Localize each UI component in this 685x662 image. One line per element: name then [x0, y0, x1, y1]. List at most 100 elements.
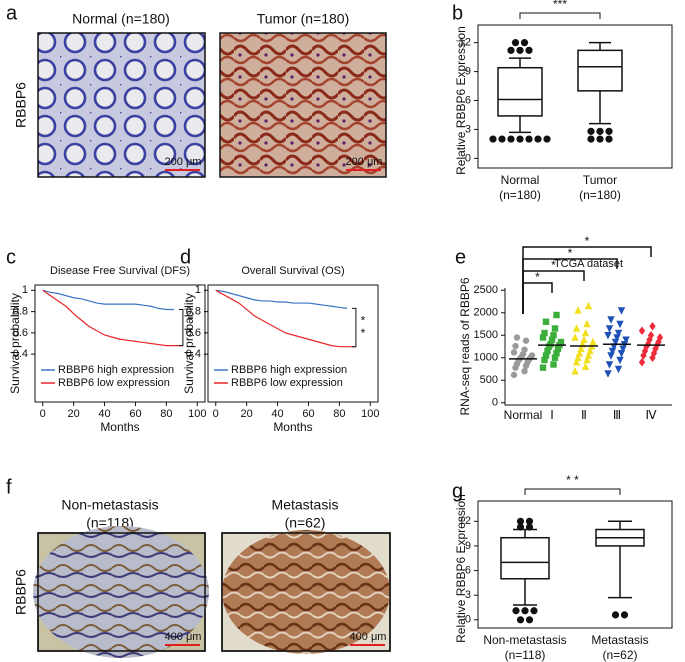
point	[512, 342, 519, 350]
outlier	[587, 127, 595, 135]
outlier	[543, 135, 551, 143]
y-axis-label: Survival probability	[182, 293, 196, 394]
point	[541, 329, 548, 337]
point	[583, 355, 591, 364]
outlier	[525, 46, 533, 54]
box	[497, 66, 543, 117]
y-tick-label: 9	[465, 540, 471, 552]
x-tick-label: 0	[213, 408, 219, 420]
x-tick-label: Non-metastasis	[483, 633, 566, 647]
significance: *	[535, 270, 540, 284]
point	[550, 361, 557, 368]
outlier	[507, 46, 515, 54]
chart-title: TCGA dataset	[554, 258, 623, 270]
y-tick-label: 500	[480, 374, 498, 386]
point	[572, 358, 581, 366]
y-tick-label: 12	[459, 37, 471, 49]
point	[554, 345, 562, 352]
point	[581, 362, 590, 370]
y-tick-label: 2500	[474, 284, 498, 296]
point	[604, 332, 612, 340]
panel-letter: f	[6, 476, 12, 498]
significance: *	[361, 313, 366, 327]
y-tick-label: 6	[465, 564, 471, 576]
point	[548, 336, 556, 343]
point	[551, 354, 559, 361]
point	[542, 352, 550, 359]
point	[580, 335, 588, 343]
outlier	[605, 135, 613, 143]
point	[584, 301, 593, 310]
point	[577, 344, 585, 352]
point	[607, 352, 615, 360]
x-tick-label: 80	[160, 408, 172, 420]
x-tick-label: Normal	[501, 173, 540, 187]
point	[544, 347, 551, 355]
y-axis-label: Relative RBBP6 Expression	[454, 26, 468, 175]
point	[553, 311, 560, 319]
point	[547, 341, 554, 348]
panel-letter: d	[180, 246, 191, 268]
significance-bracket	[522, 282, 553, 314]
significance: *	[551, 258, 556, 272]
point	[574, 306, 582, 314]
point	[571, 367, 579, 375]
scale-label: 400 μm	[350, 631, 387, 643]
panel-letter: c	[6, 246, 16, 268]
point	[557, 338, 565, 346]
x-tick-label: Metastasis	[591, 633, 648, 647]
significance: *	[361, 326, 366, 340]
point	[553, 350, 560, 357]
point	[605, 361, 614, 369]
outlier	[620, 611, 629, 619]
significance: * *	[566, 473, 579, 487]
image-title: Tumor (n=180)	[257, 11, 349, 27]
panel-letter: a	[6, 2, 18, 24]
box	[500, 536, 550, 580]
point	[510, 371, 518, 379]
point	[617, 307, 626, 315]
significance-bracket	[519, 12, 601, 19]
x-tick-label: 20	[241, 408, 253, 420]
outlier	[516, 523, 525, 531]
outlier	[525, 135, 533, 143]
x-tick-label: 20	[68, 408, 80, 420]
y-tick-label: 0	[465, 614, 471, 626]
point	[572, 324, 581, 332]
legend-label: RBBP6 high expression	[58, 364, 174, 376]
y-tick-label: 1	[195, 284, 201, 296]
y-axis-label: RNA-seq reads of RBBP6	[458, 277, 472, 415]
survival-line	[215, 289, 348, 309]
point	[584, 351, 593, 359]
y-tick-label: 9	[465, 65, 471, 77]
x-tick-label: 0	[40, 408, 46, 420]
outlier	[525, 517, 534, 525]
y-tick-label: 0.6	[13, 327, 28, 339]
outlier	[516, 46, 524, 54]
x-tick-label: 80	[333, 408, 345, 420]
outlier	[525, 616, 534, 624]
y-tick-label: 3	[465, 589, 471, 601]
outlier	[520, 39, 529, 47]
outlier	[611, 611, 620, 619]
panel-letter: g	[452, 480, 463, 502]
x-tick-note: (n=62)	[602, 648, 637, 662]
outlier	[596, 135, 604, 143]
point	[605, 325, 614, 333]
row-label: RBBP6	[13, 569, 29, 615]
tissue-core	[222, 530, 390, 654]
significance-bracket	[351, 307, 357, 348]
x-tick-label: 40	[271, 408, 283, 420]
chart-title: Disease Free Survival (DFS)	[50, 265, 190, 277]
point	[589, 337, 597, 346]
image-title: (n=62)	[285, 515, 326, 531]
image-title: Normal (n=180)	[72, 11, 170, 27]
y-axis-label: Relative RBBP6 Expression	[454, 494, 468, 643]
outlier	[516, 135, 524, 143]
point	[539, 364, 547, 371]
point	[656, 333, 664, 342]
outlier	[507, 135, 515, 143]
significance-bracket	[522, 270, 585, 314]
point	[616, 356, 624, 365]
point	[614, 365, 623, 374]
